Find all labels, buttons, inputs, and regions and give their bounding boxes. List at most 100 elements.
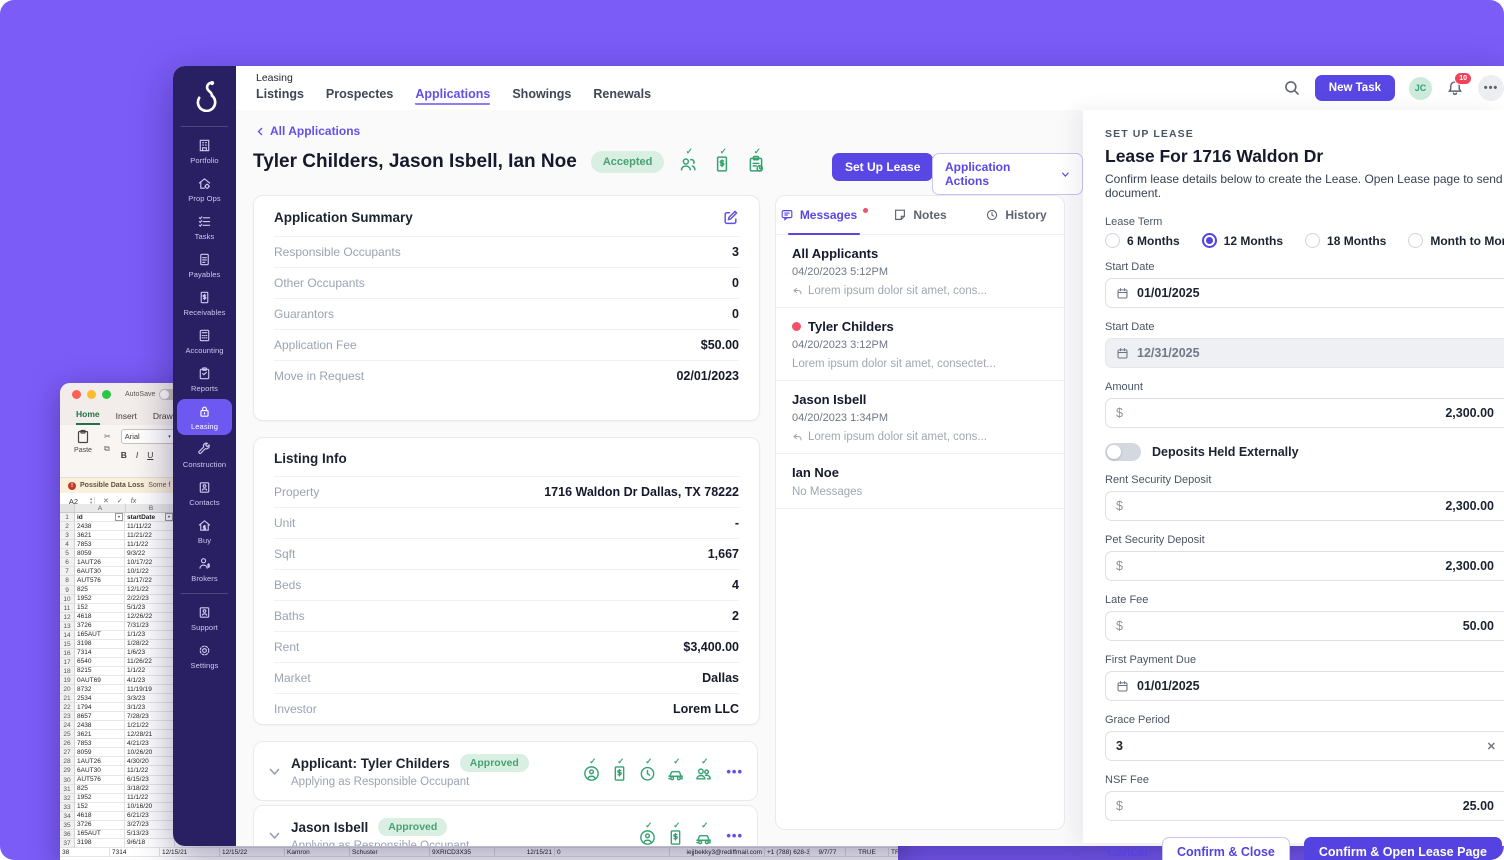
row-number[interactable]: 33	[60, 802, 75, 812]
paste-button[interactable]: Paste	[68, 429, 98, 477]
app-logo[interactable]	[190, 78, 220, 112]
id-cell[interactable]: 6AUT30	[75, 567, 125, 577]
confirm-entry-icon[interactable]: ✓	[116, 498, 123, 505]
id-cell[interactable]: 3726	[75, 820, 125, 830]
term-18-months-radio[interactable]: 18 Months	[1305, 233, 1386, 248]
row-number[interactable]: 29	[60, 766, 75, 776]
cancel-entry-icon[interactable]: ✕	[103, 498, 109, 505]
start-date-input[interactable]: 01/01/2025	[1105, 278, 1504, 308]
row-number[interactable]: 24	[60, 721, 75, 731]
cancel-button[interactable]: Cancel	[1106, 845, 1148, 859]
startdate-cell[interactable]: 1/21/22	[125, 721, 175, 731]
applicant-more-icon[interactable]: •••	[726, 763, 743, 779]
id-cell[interactable]: 4618	[75, 612, 125, 622]
message-item-jason[interactable]: Jason Isbell 04/20/2023 1:34PM Lorem ips…	[776, 381, 1064, 454]
tab-messages[interactable]: Messages	[776, 196, 872, 235]
id-cell[interactable]: AUT576	[75, 576, 125, 586]
notifications-bell-icon[interactable]: 10	[1446, 72, 1472, 97]
id-cell[interactable]: 8657	[75, 712, 125, 722]
row-number[interactable]: 23	[60, 712, 75, 722]
startdate-cell[interactable]: 9/3/22	[125, 549, 175, 559]
cell[interactable]: Kamron	[285, 847, 350, 858]
startdate-cell[interactable]: 12/28/21	[125, 730, 175, 740]
sidebar-item-brokers[interactable]: Brokers	[177, 551, 232, 587]
id-cell[interactable]: 7853	[75, 540, 125, 550]
startdate-cell[interactable]: 9/6/18	[125, 838, 175, 848]
id-cell[interactable]: 3198	[75, 838, 125, 848]
row-number[interactable]: 34	[60, 811, 75, 821]
id-cell[interactable]: 3621	[75, 730, 125, 740]
row-number[interactable]: 1	[60, 513, 75, 523]
id-cell[interactable]: 152	[75, 802, 125, 812]
id-cell[interactable]: 825	[75, 585, 125, 595]
excel-tab-insert[interactable]: Insert	[115, 411, 137, 421]
id-cell[interactable]: 1952	[75, 594, 125, 604]
clear-input-icon[interactable]: ✕	[1486, 740, 1496, 753]
sidebar-item-buy[interactable]: Buy	[177, 513, 232, 549]
column-header-b[interactable]: B	[126, 504, 177, 513]
select-all-corner[interactable]	[60, 504, 75, 513]
row-number[interactable]: 12	[60, 612, 75, 622]
id-cell[interactable]: 825	[75, 784, 125, 794]
rent-deposit-input[interactable]: $ 2,300.00	[1105, 491, 1504, 521]
sidebar-item-support[interactable]: Support	[177, 600, 232, 636]
confirm-open-lease-page-button[interactable]: Confirm & Open Lease Page	[1303, 837, 1502, 860]
more-menu-icon[interactable]: •••	[1478, 75, 1504, 101]
id-cell[interactable]: 1952	[75, 793, 125, 803]
tab-history[interactable]: History	[968, 196, 1064, 234]
row-number[interactable]: 31	[60, 784, 75, 794]
cell[interactable]: 9/7/77	[810, 847, 846, 858]
search-icon[interactable]	[1283, 79, 1301, 97]
term-month-to-month-radio[interactable]: Month to Month	[1408, 233, 1504, 248]
excel-tab-draw[interactable]: Draw	[152, 411, 173, 421]
row-number[interactable]: 2	[60, 522, 75, 532]
application-actions-button[interactable]: Application Actions	[932, 153, 1083, 195]
startdate-cell[interactable]: 4/1/23	[125, 675, 175, 686]
radio-selected-icon[interactable]	[1201, 233, 1217, 248]
radio-icon[interactable]	[1408, 233, 1424, 248]
tab-listings[interactable]: Listings	[256, 86, 304, 101]
row-number[interactable]: 6	[60, 558, 75, 568]
sidebar-item-portfolio[interactable]: Portfolio	[177, 133, 232, 169]
term-12-months-radio[interactable]: 12 Months	[1201, 233, 1283, 248]
startdate-cell[interactable]: 3/3/23	[125, 694, 175, 704]
row-number[interactable]: 35	[60, 820, 75, 830]
cut-icon[interactable]: ✂	[104, 432, 111, 441]
amount-input[interactable]: $ 2,300.00	[1105, 398, 1504, 428]
fx-icon[interactable]: fx	[130, 497, 137, 505]
cell[interactable]: 12/15/22	[220, 847, 285, 858]
cell[interactable]: 38	[60, 847, 110, 858]
autosave-toggle[interactable]	[159, 388, 180, 400]
startdate-cell[interactable]: 10/17/22	[125, 558, 175, 568]
tab-showings[interactable]: Showings	[512, 86, 572, 101]
startdate-cell[interactable]: 11/11/22	[125, 522, 175, 532]
applicant-more-icon[interactable]: •••	[726, 827, 743, 843]
id-cell[interactable]: 0AUT69	[75, 675, 125, 686]
sidebar-item-tasks[interactable]: Tasks	[177, 209, 232, 245]
late-fee-input[interactable]: $ 50.00	[1105, 611, 1504, 641]
row-number[interactable]: 8	[60, 576, 75, 586]
excel-tab-home[interactable]: Home	[76, 409, 100, 425]
row-number[interactable]: 25	[60, 730, 75, 740]
startdate-cell[interactable]: 5/1/23	[125, 603, 175, 613]
radio-icon[interactable]	[1105, 233, 1120, 248]
row-number[interactable]: 9	[60, 585, 75, 595]
id-cell[interactable]: 2438	[75, 522, 125, 532]
term-6-months-radio[interactable]: 6 Months	[1105, 233, 1180, 248]
close-window-icon[interactable]	[72, 389, 81, 399]
startdate-cell[interactable]: 11/17/22	[125, 576, 175, 586]
row-number[interactable]: 3	[60, 531, 75, 541]
row-number[interactable]: 30	[60, 775, 75, 785]
grace-period-input[interactable]: 3 ✕	[1105, 731, 1504, 761]
row-number[interactable]: 14	[60, 630, 75, 640]
id-cell[interactable]: 7314	[75, 648, 125, 658]
nsf-fee-input[interactable]: $ 25.00	[1105, 791, 1504, 821]
id-cell[interactable]: 165AUT	[75, 829, 125, 839]
startdate-cell[interactable]: 12/26/22	[125, 612, 175, 622]
id-cell[interactable]: 7853	[75, 739, 125, 749]
expand-chevron-icon[interactable]	[268, 829, 281, 842]
underline-button[interactable]: U	[147, 450, 154, 460]
row-number[interactable]: 27	[60, 748, 75, 758]
startdate-cell[interactable]: 10/1/22	[125, 567, 175, 577]
startdate-cell[interactable]: 11/19/19	[125, 685, 175, 695]
